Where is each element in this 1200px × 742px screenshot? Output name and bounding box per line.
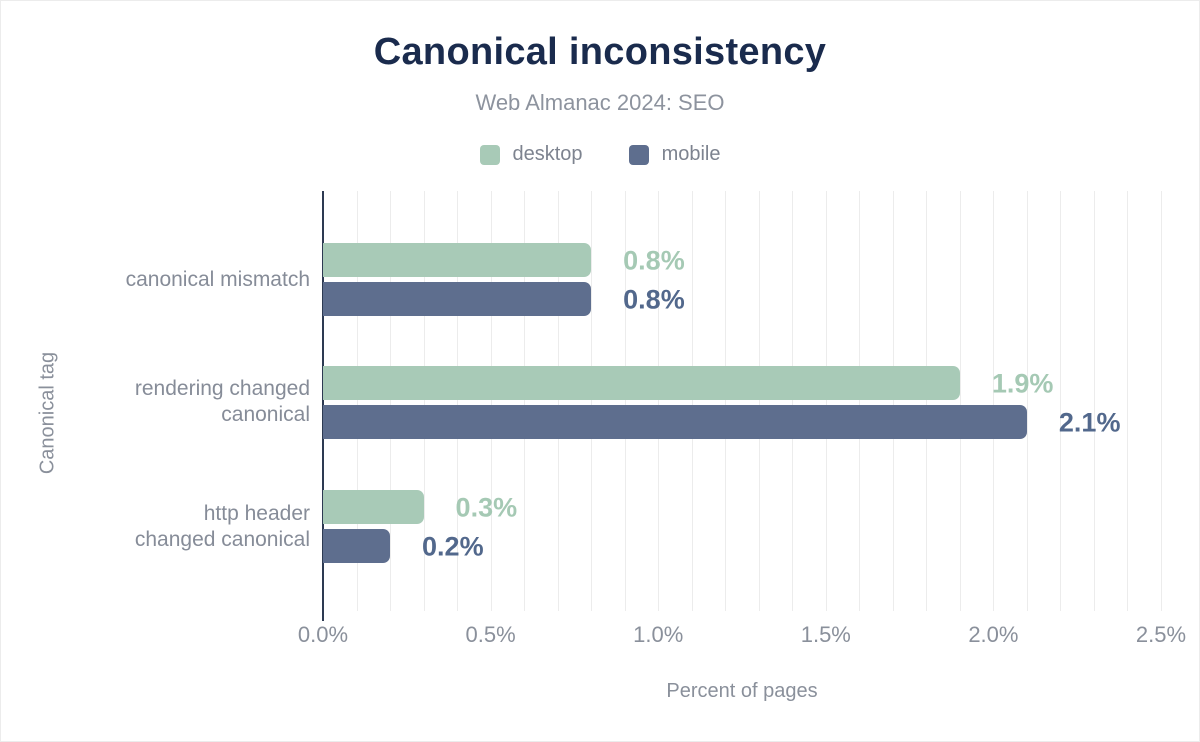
x-tick-2-5: 2.5%	[1135, 622, 1187, 647]
gridline	[591, 191, 593, 611]
legend: desktop mobile	[1, 143, 1199, 166]
legend-label-desktop: desktop	[512, 143, 583, 165]
x-tick-0-0: 0.0%	[297, 622, 349, 647]
bar-value-mobile-rendering-changed-canonical: 2.1%	[1058, 407, 1121, 437]
gridline	[1127, 191, 1129, 611]
x-tick-2-0: 2.0%	[968, 622, 1019, 647]
gridline	[557, 191, 559, 611]
gridline	[792, 191, 794, 611]
gridline	[725, 191, 727, 611]
gridline	[1161, 191, 1162, 611]
gridline	[825, 191, 827, 611]
bar-mobile-rendering-changed-canonical	[323, 404, 1027, 439]
x-axis-title: Percent of pages	[666, 680, 818, 702]
bar-desktop-rendering-changed-canonical	[323, 365, 960, 400]
x-tick-1-5: 1.5%	[800, 622, 851, 647]
gridline	[1060, 191, 1062, 611]
plot-area: 0.8% 0.8% canonical mismatch 1.9% 2.1% render…	[126, 191, 1162, 621]
category-label-canonical-mismatch: canonical mismatch	[125, 267, 310, 291]
gridline	[959, 191, 961, 611]
category-label-rendering-changed-canonical: rendering changed canonical	[134, 376, 310, 426]
chart-subtitle: Web Almanac 2024: SEO	[475, 90, 725, 115]
bar-desktop-canonical-mismatch	[323, 243, 592, 277]
gridline	[691, 191, 693, 611]
bar-mobile-http-header-changed-canonical	[323, 529, 391, 563]
bar-desktop-http-header-changed-canonical	[323, 490, 424, 524]
gridline	[356, 191, 358, 611]
legend-label-mobile: mobile	[661, 143, 721, 165]
category-label-http-header-changed-canonical: http header changed canonical	[134, 501, 310, 551]
gridline	[1093, 191, 1095, 611]
bar-mobile-canonical-mismatch	[323, 282, 592, 316]
legend-swatch-mobile	[628, 144, 649, 165]
gridline	[1026, 191, 1028, 611]
bar-value-desktop-rendering-changed-canonical: 1.9%	[991, 368, 1054, 398]
bar-value-desktop-canonical-mismatch: 0.8%	[623, 245, 685, 276]
gridline	[926, 191, 928, 611]
bar-value-desktop-http-header-changed-canonical: 0.3%	[455, 492, 518, 523]
legend-swatch-desktop	[479, 144, 500, 165]
bar-value-mobile-http-header-changed-canonical: 0.2%	[422, 531, 484, 562]
x-tick-0-5: 0.5%	[465, 622, 516, 647]
gridline	[423, 191, 425, 611]
gridline	[658, 191, 660, 611]
chart-title: Canonical inconsistency	[373, 31, 827, 73]
legend-item-mobile[interactable]: mobile	[628, 143, 721, 166]
bar-value-mobile-canonical-mismatch: 0.8%	[623, 284, 685, 315]
gridline	[524, 191, 526, 611]
gridline	[624, 191, 626, 611]
gridline	[390, 191, 392, 611]
legend-item-desktop[interactable]: desktop	[479, 143, 583, 166]
gridline	[892, 191, 894, 611]
x-axis-ticks: 0.0% 0.5% 1.0% 1.5% 2.0% 2.5%	[298, 622, 1186, 650]
gridline	[859, 191, 861, 611]
gridline	[490, 191, 492, 611]
x-tick-1-0: 1.0%	[633, 622, 684, 647]
gridline	[993, 191, 995, 611]
gridline	[457, 191, 459, 611]
gridline	[758, 191, 760, 611]
